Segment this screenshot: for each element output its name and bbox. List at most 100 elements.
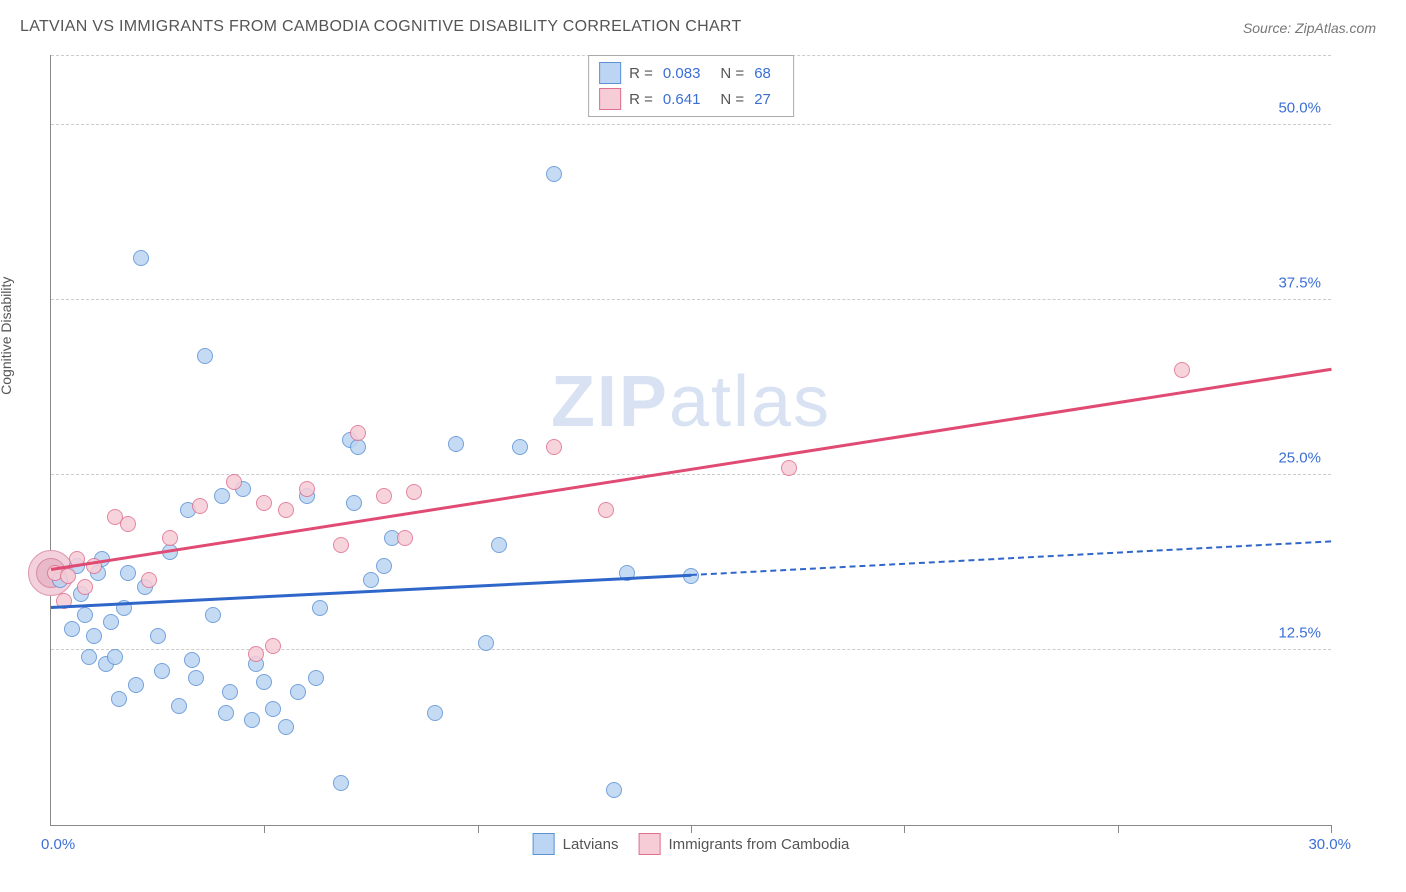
data-point (192, 498, 208, 514)
data-point (350, 439, 366, 455)
legend-swatch-cambodia (599, 88, 621, 110)
y-tick-label: 25.0% (1278, 450, 1321, 467)
data-point (256, 674, 272, 690)
legend-swatch-latvians-b (533, 833, 555, 855)
legend-label-cambodia: Immigrants from Cambodia (668, 836, 849, 853)
data-point (188, 670, 204, 686)
data-point (222, 684, 238, 700)
r-label: R = (629, 65, 653, 82)
data-point (299, 481, 315, 497)
data-point (86, 628, 102, 644)
data-point (363, 572, 379, 588)
r-value-cambodia: 0.641 (663, 91, 701, 108)
data-point (226, 474, 242, 490)
data-point (606, 782, 622, 798)
data-point (278, 719, 294, 735)
data-point (265, 638, 281, 654)
x-tick (478, 825, 479, 833)
n-value-cambodia: 27 (754, 91, 771, 108)
y-axis-label: Cognitive Disability (0, 277, 14, 395)
data-point (162, 530, 178, 546)
data-point (77, 579, 93, 595)
x-axis-max-label: 30.0% (1308, 836, 1351, 853)
r-value-latvians: 0.083 (663, 65, 701, 82)
data-point (333, 537, 349, 553)
data-point (478, 635, 494, 651)
data-point (244, 712, 260, 728)
source-attribution: Source: ZipAtlas.com (1243, 20, 1376, 36)
data-point (265, 701, 281, 717)
data-point (205, 607, 221, 623)
data-point (376, 558, 392, 574)
data-point (81, 649, 97, 665)
data-point (154, 663, 170, 679)
n-value-latvians: 68 (754, 65, 771, 82)
x-axis-min-label: 0.0% (41, 836, 75, 853)
legend-item-latvians: Latvians (533, 833, 619, 855)
watermark: ZIPatlas (551, 361, 831, 443)
data-point (781, 460, 797, 476)
data-point (333, 775, 349, 791)
data-point (248, 646, 264, 662)
legend-item-cambodia: Immigrants from Cambodia (638, 833, 849, 855)
gridline (51, 299, 1331, 300)
trend-line (691, 540, 1331, 576)
data-point (120, 516, 136, 532)
legend-row-cambodia: R = 0.641 N = 27 (599, 86, 783, 112)
data-point (141, 572, 157, 588)
data-point (107, 649, 123, 665)
data-point (308, 670, 324, 686)
data-point (133, 250, 149, 266)
trend-line (51, 368, 1331, 571)
x-tick (1331, 825, 1332, 833)
gridline (51, 474, 1331, 475)
data-point (312, 600, 328, 616)
gridline (51, 124, 1331, 125)
data-point (103, 614, 119, 630)
r-label: R = (629, 91, 653, 108)
n-label: N = (720, 65, 744, 82)
data-point (64, 621, 80, 637)
x-tick (904, 825, 905, 833)
data-point (120, 565, 136, 581)
data-point (171, 698, 187, 714)
legend-row-latvians: R = 0.083 N = 68 (599, 60, 783, 86)
data-point (397, 530, 413, 546)
x-tick (264, 825, 265, 833)
n-label: N = (720, 91, 744, 108)
data-point (214, 488, 230, 504)
data-point (346, 495, 362, 511)
legend-bottom: Latvians Immigrants from Cambodia (533, 833, 850, 855)
data-point (60, 568, 76, 584)
legend-swatch-cambodia-b (638, 833, 660, 855)
x-tick (1118, 825, 1119, 833)
data-point (546, 439, 562, 455)
data-point (1174, 362, 1190, 378)
data-point (598, 502, 614, 518)
data-point (184, 652, 200, 668)
gridline (51, 649, 1331, 650)
legend-stats-box: R = 0.083 N = 68 R = 0.641 N = 27 (588, 55, 794, 117)
x-tick (691, 825, 692, 833)
data-point (150, 628, 166, 644)
legend-swatch-latvians (599, 62, 621, 84)
y-tick-label: 50.0% (1278, 100, 1321, 117)
data-point (350, 425, 366, 441)
data-point (448, 436, 464, 452)
y-tick-label: 12.5% (1278, 625, 1321, 642)
data-point (197, 348, 213, 364)
chart-title: LATVIAN VS IMMIGRANTS FROM CAMBODIA COGN… (20, 18, 742, 36)
data-point (218, 705, 234, 721)
data-point (278, 502, 294, 518)
scatter-plot: ZIPatlas R = 0.083 N = 68 R = 0.641 N = … (50, 55, 1331, 826)
data-point (256, 495, 272, 511)
data-point (77, 607, 93, 623)
data-point (406, 484, 422, 500)
data-point (111, 691, 127, 707)
data-point (491, 537, 507, 553)
legend-label-latvians: Latvians (563, 836, 619, 853)
data-point (376, 488, 392, 504)
y-tick-label: 37.5% (1278, 275, 1321, 292)
data-point (128, 677, 144, 693)
data-point (427, 705, 443, 721)
